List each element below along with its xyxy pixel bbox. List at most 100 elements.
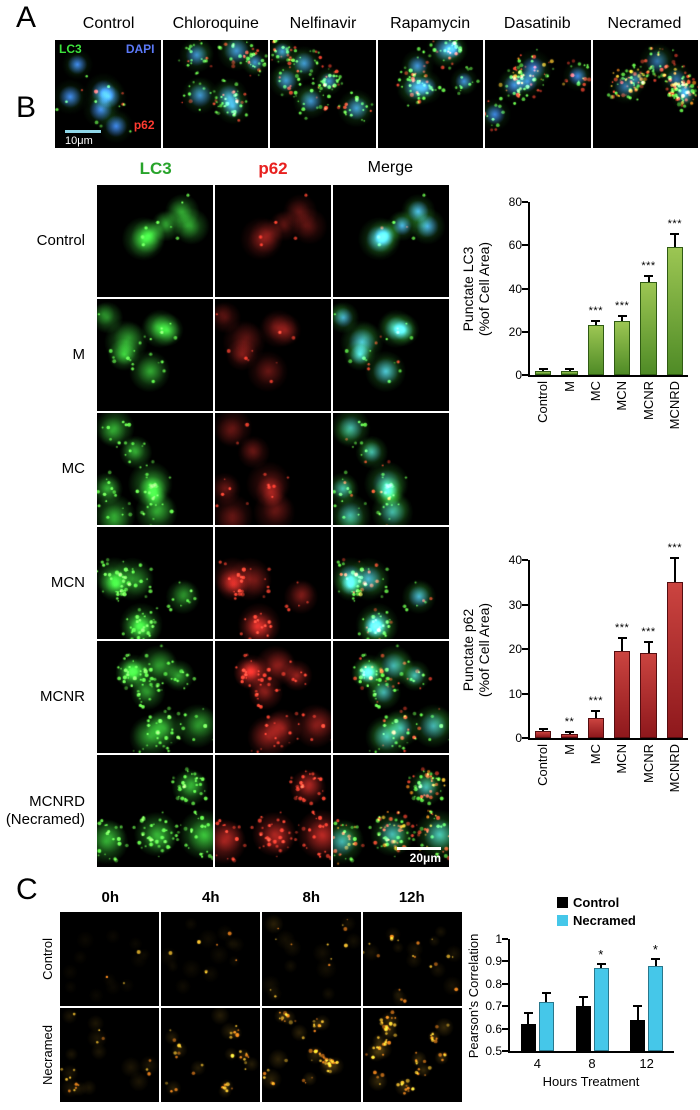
micrograph-canvas	[592, 40, 698, 148]
header-lc3: LC3	[139, 159, 172, 178]
micrograph-b-mcnr-lc3	[97, 641, 213, 753]
micrograph-canvas	[333, 185, 449, 297]
panel-c-image-grid	[60, 912, 462, 1102]
p62-channel-label: p62	[133, 118, 155, 132]
y-tick-label: 0	[515, 731, 522, 745]
micrograph-b-mc-lc3	[97, 413, 213, 525]
y-tick-label: 60	[508, 238, 522, 253]
micrograph-a-necramed	[592, 40, 698, 148]
legend-swatch-control	[557, 897, 568, 908]
micrograph-canvas	[262, 1008, 361, 1102]
error-bar	[594, 320, 597, 326]
micrograph-b-mcn-merge	[333, 527, 449, 639]
row-label-subtext: (Necramed)	[5, 811, 85, 828]
y-tick-mark	[522, 201, 528, 203]
y-tick-mark	[522, 330, 528, 333]
micrograph-c-control-0h	[60, 912, 159, 1006]
y-tick-mark	[502, 1027, 508, 1030]
y-tick-label: 0.6	[485, 1021, 502, 1036]
chart-pearsons-correlation: Control Necramed Pearson's Correlation 0…	[462, 893, 700, 1110]
micrograph-canvas	[161, 912, 260, 1006]
micrograph-canvas	[97, 185, 213, 297]
row-label-text: MC	[61, 460, 85, 477]
micrograph-canvas	[262, 912, 361, 1006]
panel-a-title-chloroquine: Chloroquine	[172, 15, 259, 32]
x-tick-label-control: Control	[535, 744, 551, 786]
error-bar	[673, 557, 676, 583]
y-tick-label: 20	[508, 324, 522, 339]
y-tick-label: 0.7	[485, 999, 502, 1014]
x-tick-label-mcnr: MCNR	[640, 381, 656, 420]
micrograph-canvas	[215, 755, 331, 867]
error-bar-cap	[644, 641, 653, 644]
error-bar	[582, 997, 584, 1007]
y-tick-mark	[502, 1050, 508, 1052]
panel-a-title-dasatinib: Dasatinib	[503, 15, 571, 32]
significance-marker: *	[652, 942, 659, 958]
y-tick-label: 10	[508, 686, 522, 701]
legend-item-control: Control	[557, 895, 636, 910]
micrograph-a-nelfinavir	[270, 40, 376, 148]
error-bar	[647, 275, 650, 282]
micrograph-c-necramed-8h	[262, 1008, 361, 1102]
y-tick-mark	[522, 244, 528, 247]
error-bar	[647, 642, 650, 654]
x-tick-label-m: M	[561, 744, 577, 755]
row-label-mcnr: MCNR	[0, 641, 92, 753]
y-tick-label: 80	[508, 195, 522, 209]
micrograph-canvas	[215, 413, 331, 525]
error-bar-cap	[644, 274, 653, 277]
bar-mcnr	[640, 653, 657, 738]
chart-punctate-p62: Punctate p62 (%of Cell Area) 0 10 20 30 40 **…	[448, 542, 700, 833]
error-bar-cap	[591, 710, 601, 713]
row-label-text: Control	[36, 232, 85, 249]
significance-marker: ***	[641, 259, 656, 272]
error-bar	[654, 959, 657, 966]
x-tick-label-8h: 8	[588, 1056, 596, 1071]
y-tick-mark	[522, 737, 528, 739]
header-p62: p62	[258, 159, 288, 178]
panel-a-title-necramed: Necramed	[607, 15, 682, 32]
x-tick-label-mc: MC	[587, 744, 603, 765]
significance-marker: ***	[667, 541, 682, 554]
y-tick-label: 30	[508, 597, 522, 612]
micrograph-b-mcnrd-merge: 20μm	[333, 755, 449, 867]
panel-a-image-row: LC3 DAPI p62 10μm	[55, 40, 698, 148]
legend-swatch-necramed	[557, 915, 568, 926]
error-bar-cap	[617, 636, 627, 639]
chart-legend: Control Necramed	[557, 895, 636, 928]
x-axis-label: Hours Treatment	[542, 1074, 640, 1089]
micrograph-canvas	[97, 413, 213, 525]
micrograph-canvas	[363, 912, 462, 1006]
significance-marker: ***	[614, 299, 630, 312]
y-tick-mark	[522, 374, 528, 376]
significance-marker: ***	[588, 695, 603, 708]
plot-area-lc3: 0 20 40 60 80 *** *** *** ***	[509, 195, 688, 382]
error-bar-cap	[591, 319, 601, 322]
significance-marker: *	[598, 946, 604, 962]
micrograph-canvas	[215, 185, 331, 297]
micrograph-b-control-merge	[333, 185, 449, 297]
scale-bar-20um	[397, 847, 441, 850]
bar-necramed-8h	[593, 968, 609, 1051]
micrograph-b-m-merge	[333, 299, 449, 411]
micrograph-c-necramed-12h	[363, 1008, 462, 1102]
significance-marker: ***	[667, 218, 682, 231]
bar-m	[561, 370, 578, 375]
y-tick-mark	[522, 603, 528, 606]
panel-c-title-8h: 8h	[302, 889, 320, 906]
bar-necramed-4h	[538, 1001, 554, 1051]
y-tick-mark	[522, 287, 528, 290]
y-tick-label: 1	[495, 932, 502, 946]
x-tick-label-12h: 12	[639, 1056, 654, 1071]
micrograph-b-control-p62	[215, 185, 331, 297]
micrograph-a-rapamycin	[377, 40, 483, 148]
micrograph-canvas	[333, 413, 449, 525]
y-tick-mark	[502, 938, 508, 940]
y-axis-label-line1: Punctate p62	[460, 608, 476, 692]
row-label-mcnrd: MCNRD (Necramed)	[0, 755, 92, 867]
micrograph-canvas	[270, 40, 376, 148]
micrograph-c-necramed-4h	[161, 1008, 260, 1102]
panel-c-row-label-control: Control	[38, 912, 56, 1006]
micrograph-a-control: LC3 DAPI p62 10μm	[55, 40, 161, 148]
